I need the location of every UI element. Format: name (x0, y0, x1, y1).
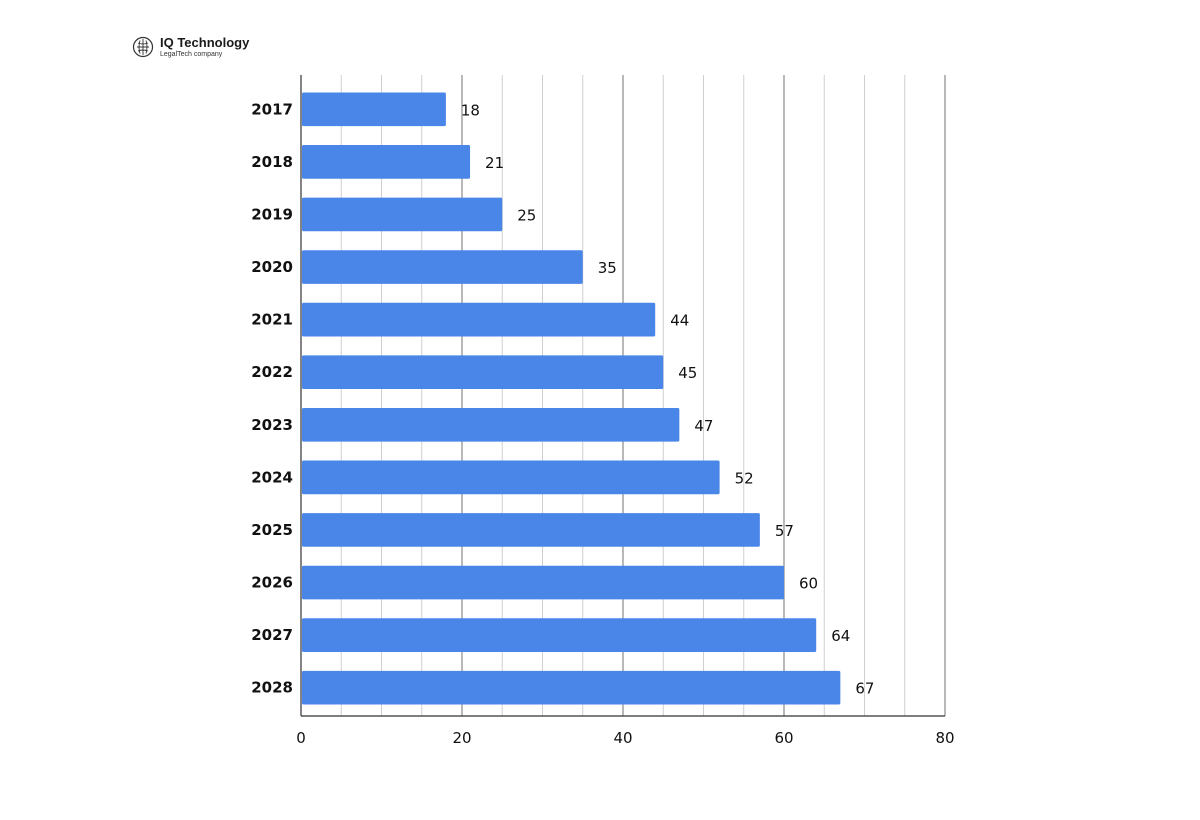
axes (300, 75, 945, 717)
data-label: 45 (678, 364, 697, 382)
category-label: 2021 (251, 311, 293, 329)
bar (302, 145, 471, 179)
bar (302, 250, 583, 284)
data-label: 25 (517, 206, 536, 224)
bar (302, 513, 760, 547)
bar (302, 407, 680, 442)
category-label: 2019 (251, 205, 293, 223)
data-label: 21 (485, 154, 504, 172)
category-label: 2025 (251, 521, 293, 539)
data-label: 18 (461, 101, 480, 119)
x-tick-label: 20 (452, 729, 471, 747)
category-label: 2022 (251, 363, 293, 381)
bar (302, 618, 817, 652)
brand-logo: IQ Technology LegalTech company (132, 36, 249, 58)
category-label: 2023 (251, 416, 293, 434)
category-label: 2027 (251, 626, 293, 644)
category-label: 2024 (251, 468, 293, 486)
category-label: 2018 (251, 153, 293, 171)
category-label: 2028 (251, 679, 293, 697)
brain-icon (132, 36, 154, 58)
bars (302, 92, 841, 705)
x-tick-label: 0 (296, 729, 306, 747)
data-label: 57 (775, 522, 794, 540)
category-label: 2020 (251, 258, 293, 276)
bar (302, 355, 664, 390)
grid-lines (340, 75, 946, 716)
data-label: 47 (694, 417, 713, 435)
data-label: 52 (735, 469, 754, 487)
x-tick-label: 60 (774, 729, 793, 747)
bar (302, 565, 784, 600)
bar (302, 197, 503, 232)
brand-tagline: LegalTech company (160, 51, 223, 58)
category-label: 2017 (251, 100, 293, 118)
data-label: 67 (855, 680, 874, 698)
data-label: 35 (598, 259, 617, 277)
bar (302, 670, 841, 705)
x-tick-label: 80 (935, 729, 954, 747)
data-label: 44 (670, 312, 689, 330)
bar (302, 92, 446, 127)
labels: 0 20 40 60 80 2017 18 2018 21 2019 25 2020 35 2021 44 2… (251, 100, 954, 747)
brand-name: IQ Technology (160, 35, 250, 50)
data-label: 60 (799, 575, 818, 593)
bar (302, 460, 720, 495)
category-label: 2026 (251, 574, 293, 592)
x-tick-label: 40 (613, 729, 632, 747)
bar (302, 302, 656, 337)
data-label: 64 (831, 627, 850, 645)
